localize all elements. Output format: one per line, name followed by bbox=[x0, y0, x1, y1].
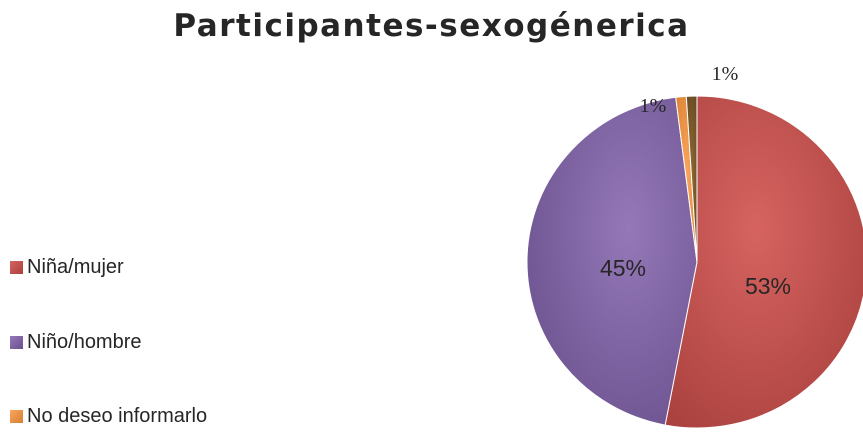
legend-label: Niña/mujer bbox=[27, 255, 124, 278]
legend-item-no-deseo-informarlo: No deseo informarlo bbox=[10, 404, 207, 428]
legend-item-nino-hombre: Niño/hombre bbox=[10, 330, 142, 354]
chart-title: Participantes-sexogénerica bbox=[173, 8, 690, 44]
legend-swatch bbox=[10, 335, 23, 349]
pct-label-no-deseo-informarlo: 1% bbox=[640, 95, 667, 117]
legend-label: Niño/hombre bbox=[27, 330, 142, 353]
pct-label-nino-hombre: 45% bbox=[600, 255, 646, 281]
pie-slice-nina-mujer bbox=[664, 95, 863, 429]
pie-slice-other bbox=[685, 95, 698, 263]
pct-label-nina-mujer: 53% bbox=[745, 273, 791, 299]
pie-slice-nino-hombre bbox=[526, 96, 698, 426]
legend-swatch bbox=[10, 409, 23, 423]
pct-label-other: 1% bbox=[712, 63, 739, 85]
legend-swatch bbox=[10, 260, 23, 274]
legend-label: No deseo informarlo bbox=[27, 404, 208, 427]
legend-item-nina-mujer: Niña/mujer bbox=[10, 255, 124, 279]
